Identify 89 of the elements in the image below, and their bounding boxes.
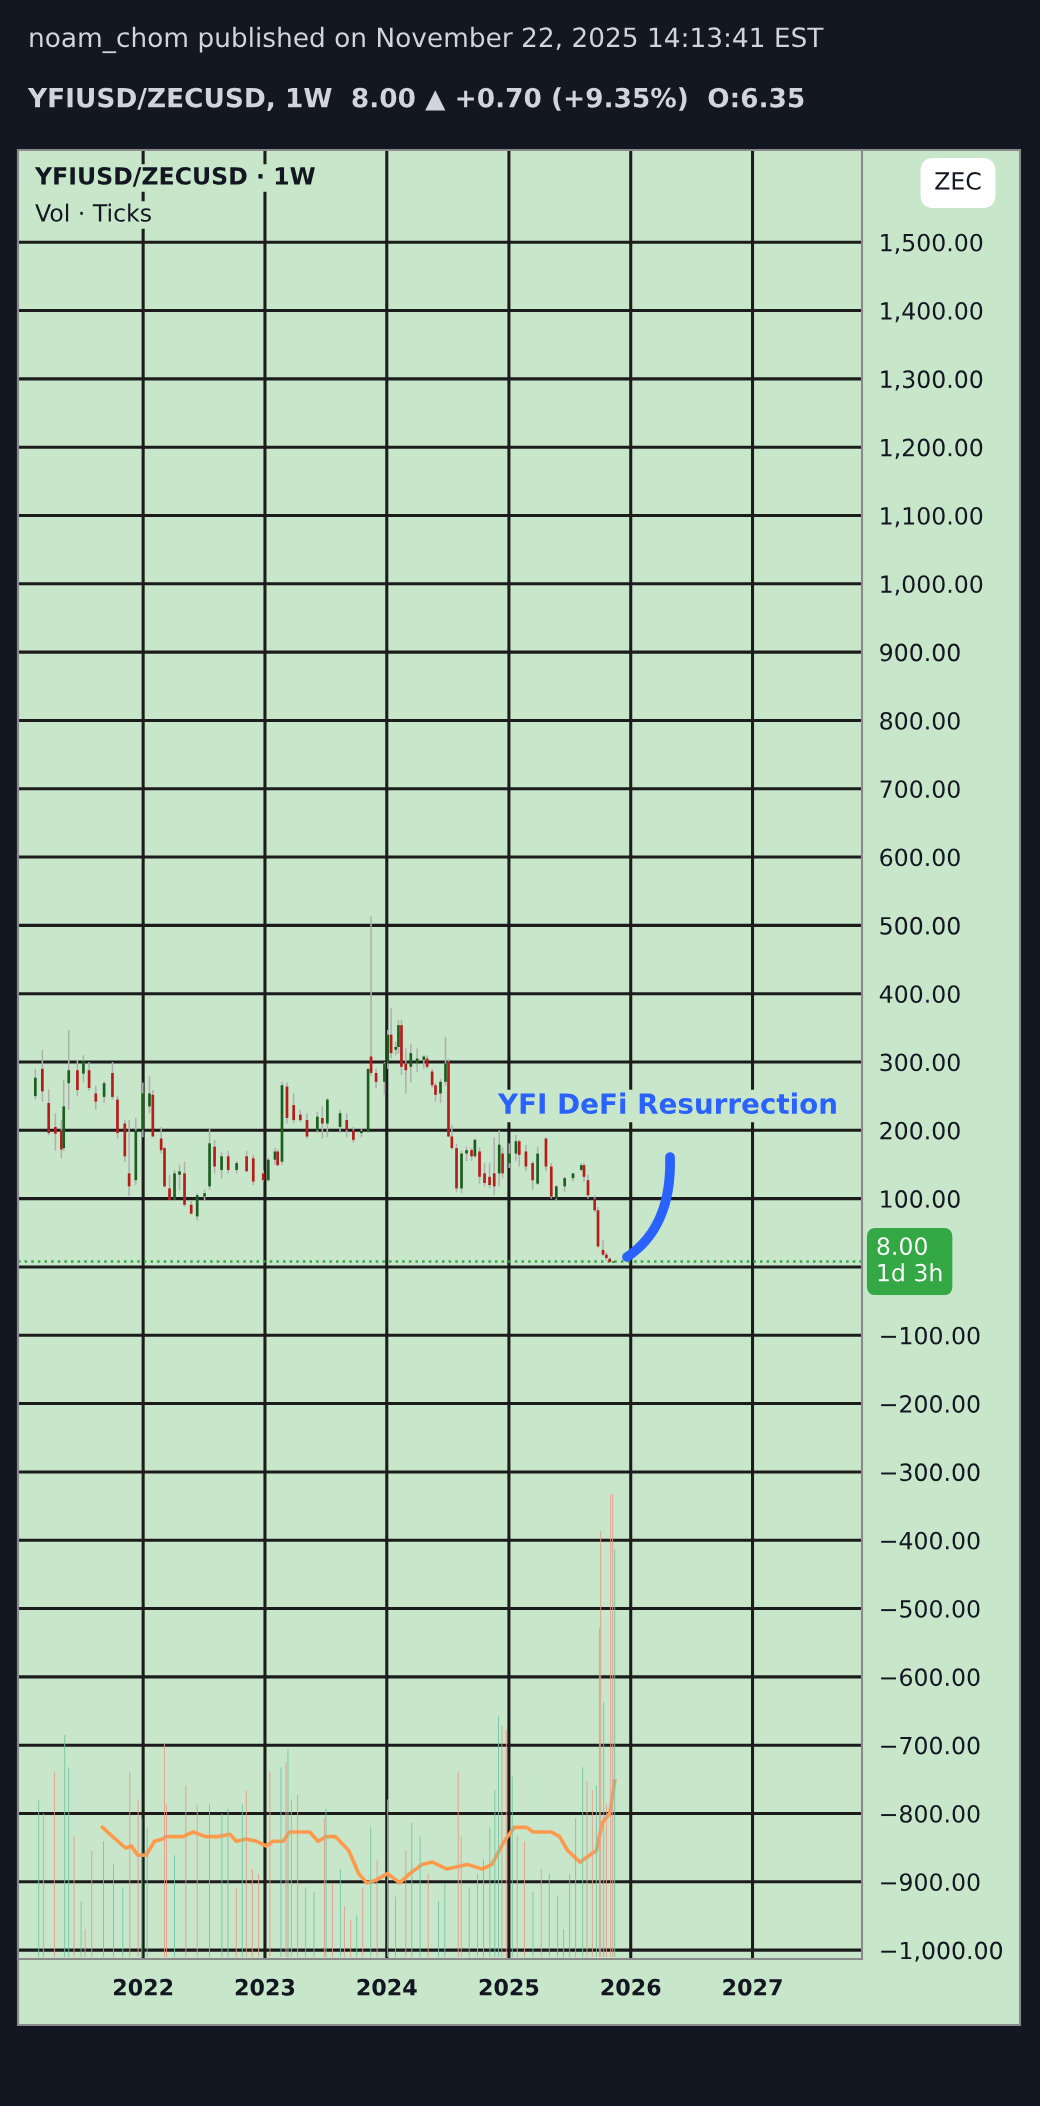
x-tick-label: 2026 (601, 1978, 661, 1996)
candlestick (251, 1154, 255, 1186)
y-tick-label: 400.00 (879, 985, 960, 1004)
annotation: YFI DeFi Resurrection (497, 1092, 836, 1115)
y-tick-label: −500.00 (881, 1599, 980, 1618)
annotation: YFIUSD/ZECUSD · 1W (34, 166, 315, 187)
y-tick-label: −100.00 (881, 1326, 980, 1345)
candlestick (195, 1192, 199, 1222)
candlestick (507, 1142, 511, 1169)
chart-title: Vol · Ticks (35, 203, 151, 222)
y-tick-label: −200.00 (881, 1395, 980, 1413)
candlestick (299, 1109, 302, 1123)
y-tick-label: 800.00 (880, 711, 960, 730)
y-tick-label: 700.00 (880, 780, 960, 799)
y-tick-label: 1,300.00 (881, 370, 983, 391)
candlestick (478, 1146, 481, 1185)
y-tick-label: −1,000.00 (881, 1941, 1003, 1962)
candlestick (316, 1111, 319, 1134)
candlestick (483, 1162, 486, 1188)
candlestick (455, 1143, 458, 1193)
candlestick (226, 1150, 230, 1175)
chart-subtitle: YFIUSD/ZECUSD, 1W 8.00 ▲ +0.70 (+9.35%) O:6.35 (27, 87, 804, 112)
candlestick (34, 1068, 37, 1101)
y-tick-label: 1,500.00 (881, 233, 983, 254)
candlestick (213, 1139, 216, 1175)
candlestick (501, 1146, 504, 1179)
candlestick (517, 1139, 521, 1168)
x-tick-label: 2022 (113, 1978, 173, 1996)
y-tick-label: 200.00 (880, 1121, 960, 1140)
candlestick (465, 1145, 468, 1162)
chart-title: noam_chom published on November 22, 2025 14:13:41 EST (30, 26, 824, 54)
candlestick (111, 1061, 114, 1101)
candlestick (470, 1147, 473, 1162)
candlestick (444, 1035, 447, 1087)
x-tick-label: 2023 (235, 1978, 295, 1996)
y-tick-label: −700.00 (881, 1736, 980, 1755)
y-tick-label: 600.00 (880, 848, 960, 867)
candlestick (536, 1145, 539, 1186)
candlestick (397, 1019, 400, 1055)
candlestick (208, 1127, 211, 1191)
y-tick-label: −600.00 (881, 1668, 980, 1687)
candlestick (183, 1160, 186, 1208)
candlestick (173, 1169, 176, 1203)
candlestick (67, 1029, 71, 1111)
candlestick (82, 1054, 85, 1084)
candlestick (116, 1095, 119, 1140)
candlestick (360, 1127, 363, 1138)
candlestick (352, 1126, 355, 1144)
candlestick (203, 1189, 206, 1201)
candlestick (235, 1160, 238, 1175)
y-tick-label: −800.00 (881, 1804, 980, 1823)
candlestick (94, 1085, 98, 1111)
y-tick-label: 1,100.00 (881, 506, 983, 528)
candlestick (321, 1105, 324, 1140)
candlestick (245, 1150, 248, 1173)
text: ZEC (935, 171, 981, 190)
y-tick-label: 1,200.00 (881, 438, 983, 459)
candlestick (612, 1260, 615, 1264)
y-tick-label: 1,000.00 (881, 575, 983, 596)
candlestick (266, 1156, 270, 1183)
candlestick (178, 1163, 181, 1192)
x-tick-label: 2024 (357, 1978, 417, 1996)
candlestick (41, 1048, 44, 1103)
y-tick-label: 500.00 (880, 916, 960, 935)
candlestick (76, 1059, 79, 1097)
candlestick (168, 1173, 171, 1201)
y-tick-label: 1,400.00 (881, 301, 983, 323)
y-tick-label: −400.00 (881, 1531, 980, 1550)
candlestick (563, 1176, 566, 1193)
candlestick (54, 1112, 57, 1152)
candlestick (220, 1151, 223, 1179)
candlestick (409, 1042, 413, 1084)
candlestick (326, 1097, 329, 1138)
y-tick-label: 300.00 (880, 1053, 960, 1072)
candlestick (460, 1150, 463, 1194)
y-tick-label: 900.00 (880, 643, 960, 662)
candlestick (345, 1112, 349, 1138)
y-tick-label: −900.00 (881, 1873, 980, 1892)
candlestick (292, 1092, 295, 1125)
candlestick (439, 1078, 442, 1104)
y-tick-label: −300.00 (881, 1463, 980, 1482)
x-tick-label: 2027 (723, 1978, 782, 1996)
ref-line-label: 8.00 1d 3h (877, 1237, 942, 1282)
candlestick (400, 1018, 403, 1076)
y-tick-label: 100.00 (881, 1190, 960, 1208)
candlestick (488, 1162, 491, 1190)
candlestick (492, 1136, 496, 1196)
candlestick (531, 1160, 534, 1191)
x-tick-label: 2025 (479, 1978, 539, 1996)
